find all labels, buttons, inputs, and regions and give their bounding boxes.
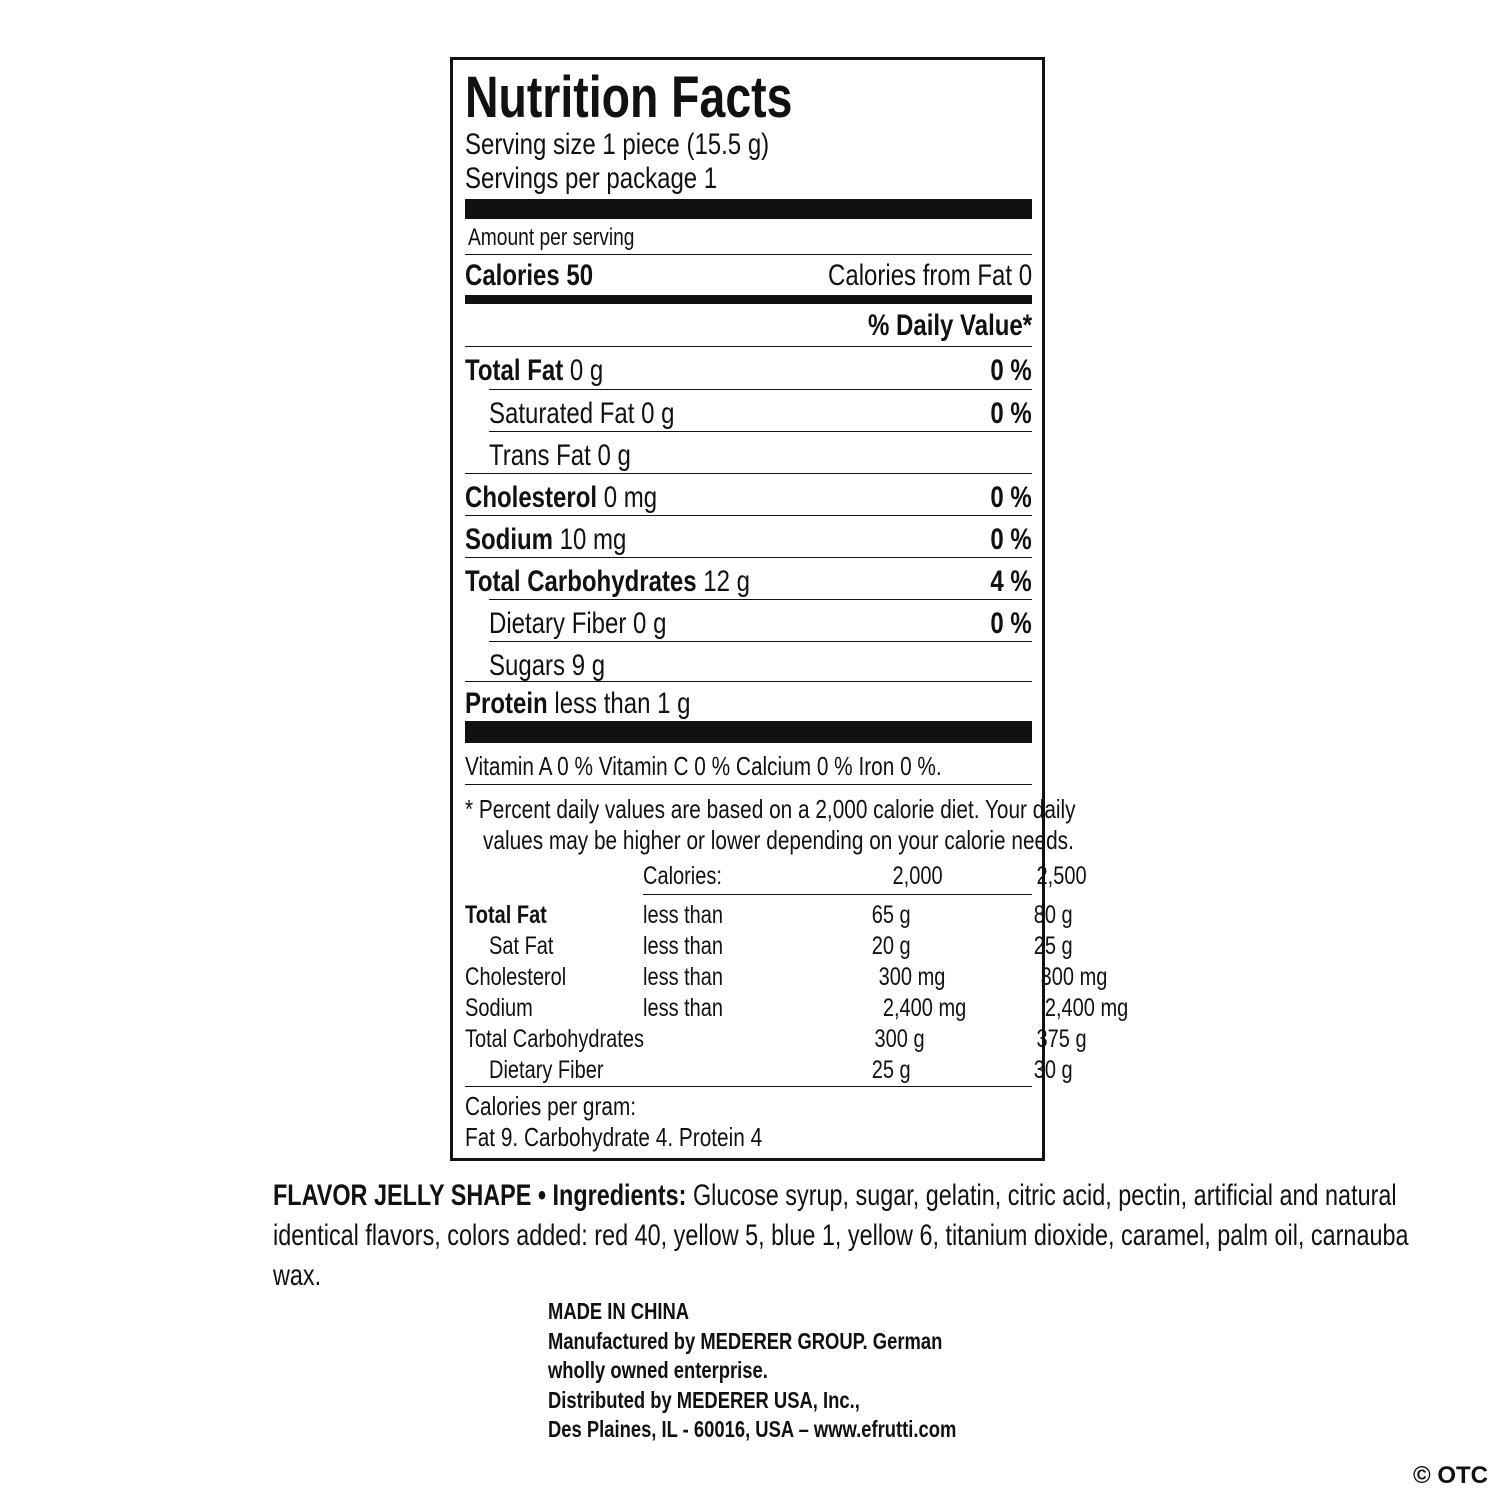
manufacturer-info: MADE IN CHINA Manufactured by MEDERER GR… xyxy=(548,1298,957,1442)
vitamins-minerals: Vitamin A 0 % Vitamin C 0 % Calcium 0 % … xyxy=(465,748,1032,785)
ingredients-text: Glucose syrup, sugar, gelatin, citric ac… xyxy=(273,1179,1409,1292)
product-name: FLAVOR JELLY SHAPE xyxy=(273,1179,532,1212)
label-title: Nutrition Facts xyxy=(465,65,793,130)
serving-size: Serving size 1 piece (15.5 g) xyxy=(465,128,770,161)
footnote: * Percent daily values are based on a 2,… xyxy=(465,794,1076,855)
thick-divider xyxy=(465,721,1032,743)
table-row: Dietary Fiber 25 g 30 g xyxy=(465,1055,1073,1087)
nutrition-facts-label: Nutrition Facts Serving size 1 piece (15… xyxy=(450,57,1129,1161)
ingredients: FLAVOR JELLY SHAPE • Ingredients: Glucos… xyxy=(273,1179,1409,1292)
calories-per-gram: Calories per gram: Fat 9. Carbohydrate 4… xyxy=(465,1091,763,1152)
daily-values-table: Calories: 2,000 2,500 Total Fat less than… xyxy=(465,861,1129,1087)
table-row: Sodium less than 2,400 mg 2,400 mg xyxy=(465,994,1129,1022)
nutrient-row-protein: Protein less than 1 g xyxy=(465,681,1032,722)
nutrient-row-trans-fat: Trans Fat 0 g xyxy=(489,431,1032,474)
amount-per-serving: Amount per serving xyxy=(465,224,1032,255)
table-row: Sat Fat less than 20 g 25 g xyxy=(489,932,1073,960)
nutrient-row-sodium: Sodium 10 mg 0 % xyxy=(465,515,1032,558)
thick-divider xyxy=(465,199,1032,219)
table-row: Total Fat less than 65 g 80 g xyxy=(465,901,1073,929)
medium-divider xyxy=(465,295,1032,304)
table-header: Calories: 2,000 2,500 xyxy=(643,861,1087,895)
daily-value-header: % Daily Value* xyxy=(465,308,1032,347)
ingredients-label: Ingredients: xyxy=(552,1179,687,1212)
servings-per-package: Servings per package 1 xyxy=(465,162,718,195)
calories-from-fat: Calories from Fat 0 xyxy=(827,259,1032,292)
calories: Calories 50 xyxy=(465,259,594,292)
calories-row: Calories 50 Calories from Fat 0 xyxy=(465,258,1032,294)
table-row: Cholesterol less than 300 mg 300 mg xyxy=(465,963,1108,991)
nutrient-row-sugars: Sugars 9 g xyxy=(489,641,1032,684)
nutrient-row-cholesterol: Cholesterol 0 mg 0 % xyxy=(465,473,1032,516)
table-row: Total Carbohydrates 300 g 375 g xyxy=(465,1025,1087,1053)
watermark-logo: © OTC xyxy=(1412,1462,1488,1489)
